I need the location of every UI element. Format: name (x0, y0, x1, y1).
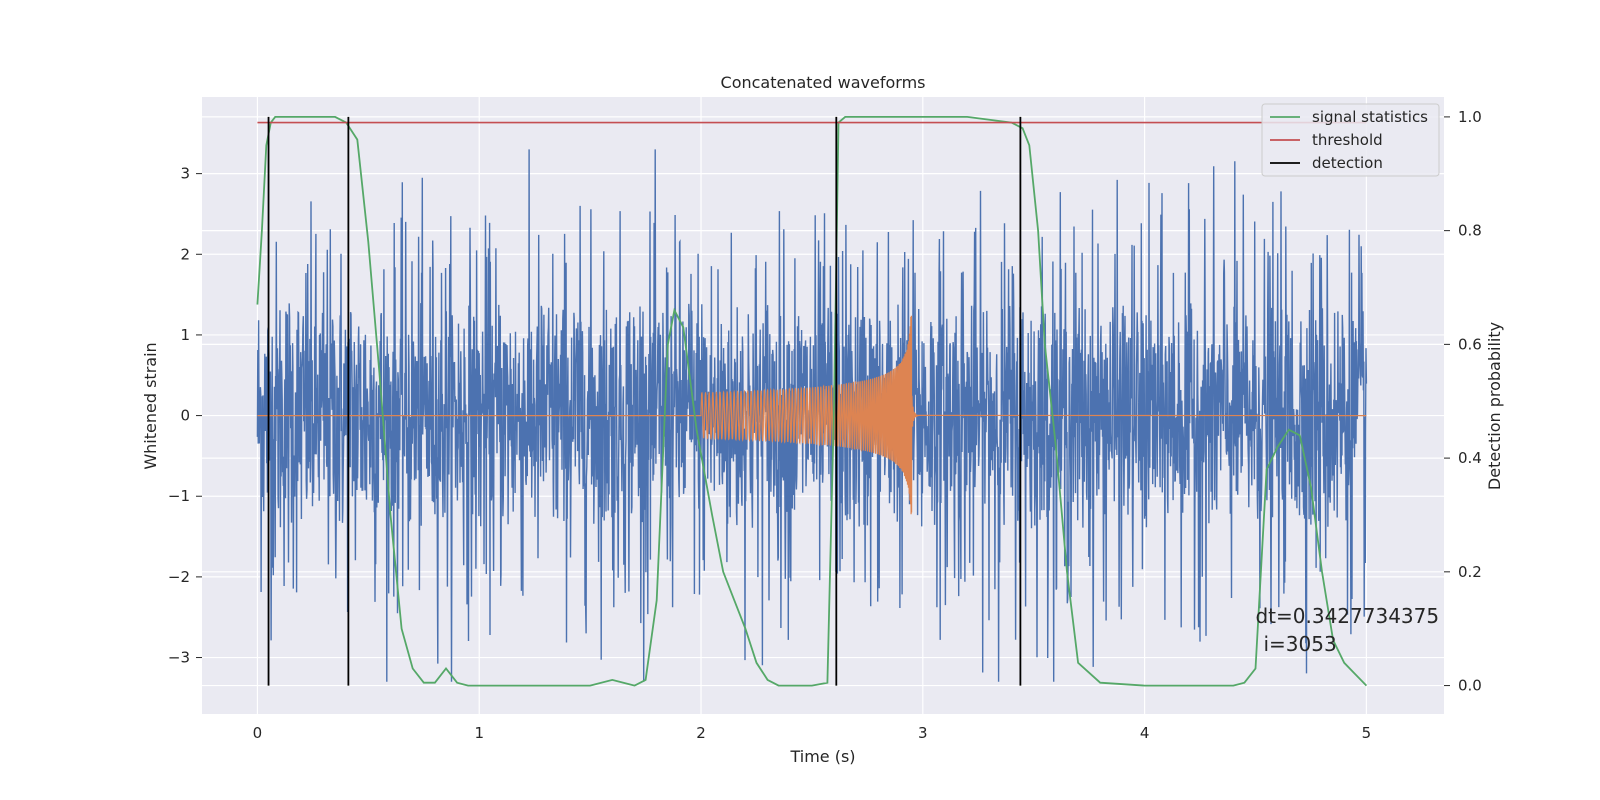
x-tick-label: 0 (253, 724, 263, 742)
y-tick-label: 2 (180, 245, 190, 263)
y2-tick-label: 0.2 (1458, 563, 1482, 581)
legend: signal statistics threshold detection (1261, 103, 1440, 177)
x-axis-label: Time (s) (789, 747, 855, 766)
series-chirp (257, 315, 1367, 515)
legend-label-threshold: threshold (1312, 131, 1383, 149)
y2-tick-label: 0.8 (1458, 222, 1482, 240)
y2-axis-label: Detection probability (1485, 322, 1504, 490)
y-axis-label: Whitened strain (141, 342, 160, 469)
x-tick-label: 5 (1362, 724, 1372, 742)
y-axis-ticks: −3 −2 −1 0 1 2 3 (168, 165, 202, 667)
y2-tick-label: 0.4 (1458, 449, 1482, 467)
annotation: dt=0.3427734375 i=3053 (1255, 604, 1439, 656)
y-tick-label: −1 (168, 487, 190, 505)
x-axis-ticks: 0 1 2 3 4 5 (253, 724, 1371, 742)
y2-axis-ticks: 0.0 0.2 0.4 0.6 0.8 1.0 (1444, 108, 1482, 695)
x-tick-label: 1 (474, 724, 484, 742)
legend-label-signal-statistics: signal statistics (1312, 108, 1428, 126)
annotation-i: i=3053 (1263, 632, 1336, 656)
legend-label-detection: detection (1312, 154, 1383, 172)
series-signal-statistics (256, 116, 1368, 687)
y-tick-label: 3 (180, 165, 190, 183)
y-tick-label: 1 (180, 326, 190, 344)
y-tick-label: 0 (180, 407, 190, 425)
x-tick-label: 4 (1140, 724, 1150, 742)
y2-tick-label: 1.0 (1458, 108, 1482, 126)
legend-box (1261, 103, 1440, 177)
plot-area (256, 116, 1368, 687)
y2-tick-label: 0.6 (1458, 335, 1482, 353)
x-tick-label: 3 (918, 724, 928, 742)
chart-title: Concatenated waveforms (721, 73, 926, 92)
annotation-dt: dt=0.3427734375 (1255, 604, 1439, 628)
y-tick-label: −3 (168, 649, 190, 667)
series-detection (267, 116, 1022, 686)
y-tick-label: −2 (168, 568, 190, 586)
x-tick-label: 2 (696, 724, 706, 742)
y2-tick-label: 0.0 (1458, 677, 1482, 695)
